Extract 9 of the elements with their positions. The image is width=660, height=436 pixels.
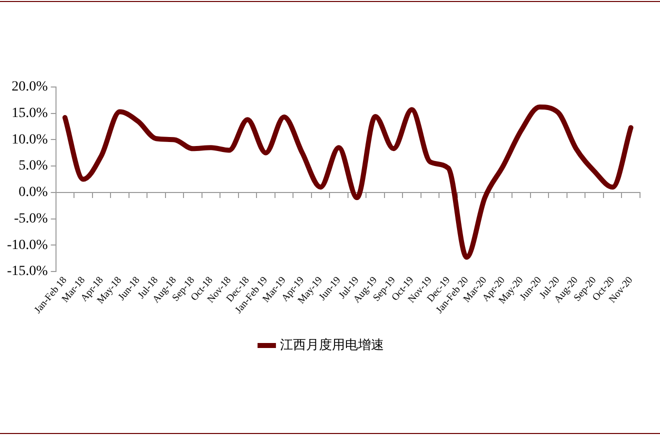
- y-tick-label: -5.0%: [14, 211, 48, 226]
- y-tick-label: 20.0%: [12, 80, 48, 95]
- y-tick-label: 15.0%: [12, 106, 48, 122]
- legend-label: 江西月度用电增速: [280, 336, 384, 353]
- y-tick-label: -10.0%: [6, 238, 48, 253]
- y-tick-label: -15.0%: [6, 264, 48, 280]
- y-tick-label: 10.0%: [12, 132, 48, 148]
- y-tick-label: 5.0%: [18, 158, 48, 174]
- y-tick-label: 0.0%: [18, 185, 48, 200]
